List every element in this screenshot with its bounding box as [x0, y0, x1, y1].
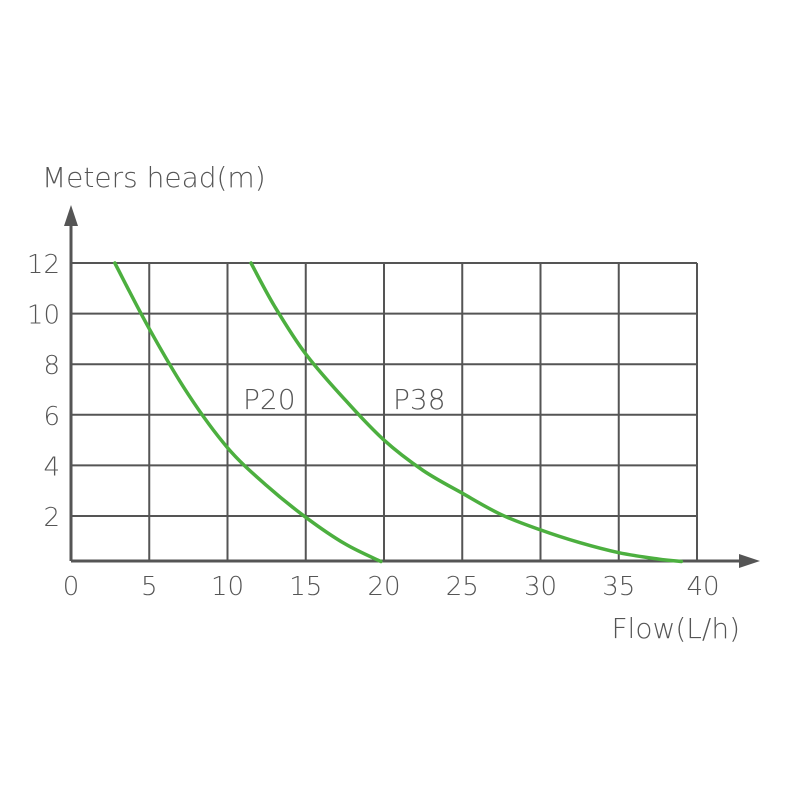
- y-tick-label: 2: [43, 503, 60, 533]
- x-tick-label: 30: [524, 572, 557, 602]
- x-tick-label: 40: [686, 572, 719, 602]
- curve-p38: [249, 261, 684, 564]
- labels: 0 5 10 15 20 25 30 35 40 2 4 6 8 10 12 P20 P38: [27, 250, 720, 602]
- x-tick-label: 5: [141, 572, 158, 602]
- x-tick-label: 25: [446, 572, 479, 602]
- series-label-p20: P20: [243, 383, 296, 416]
- y-tick-label: 12: [27, 250, 60, 280]
- series-curves: [113, 261, 684, 564]
- x-tick-label: 0: [63, 572, 80, 602]
- series-label-p38: P38: [393, 383, 446, 416]
- grid: [71, 262, 698, 561]
- y-axis-arrow: [64, 205, 78, 226]
- y-axis-title: Meters head(m): [42, 161, 266, 194]
- y-tick-label: 6: [43, 402, 60, 432]
- y-tick-label: 10: [27, 301, 60, 331]
- y-tick-label: 8: [43, 351, 60, 381]
- x-tick-label: 10: [211, 572, 244, 602]
- y-tick-label: 4: [43, 452, 60, 482]
- x-tick-label: 35: [602, 572, 635, 602]
- curve-p20: [113, 261, 383, 564]
- x-tick-label: 15: [289, 572, 322, 602]
- x-tick-label: 20: [367, 572, 400, 602]
- x-axis-title: Flow(L/h): [611, 612, 740, 645]
- x-axis-arrow: [739, 554, 760, 568]
- axes: [64, 205, 760, 568]
